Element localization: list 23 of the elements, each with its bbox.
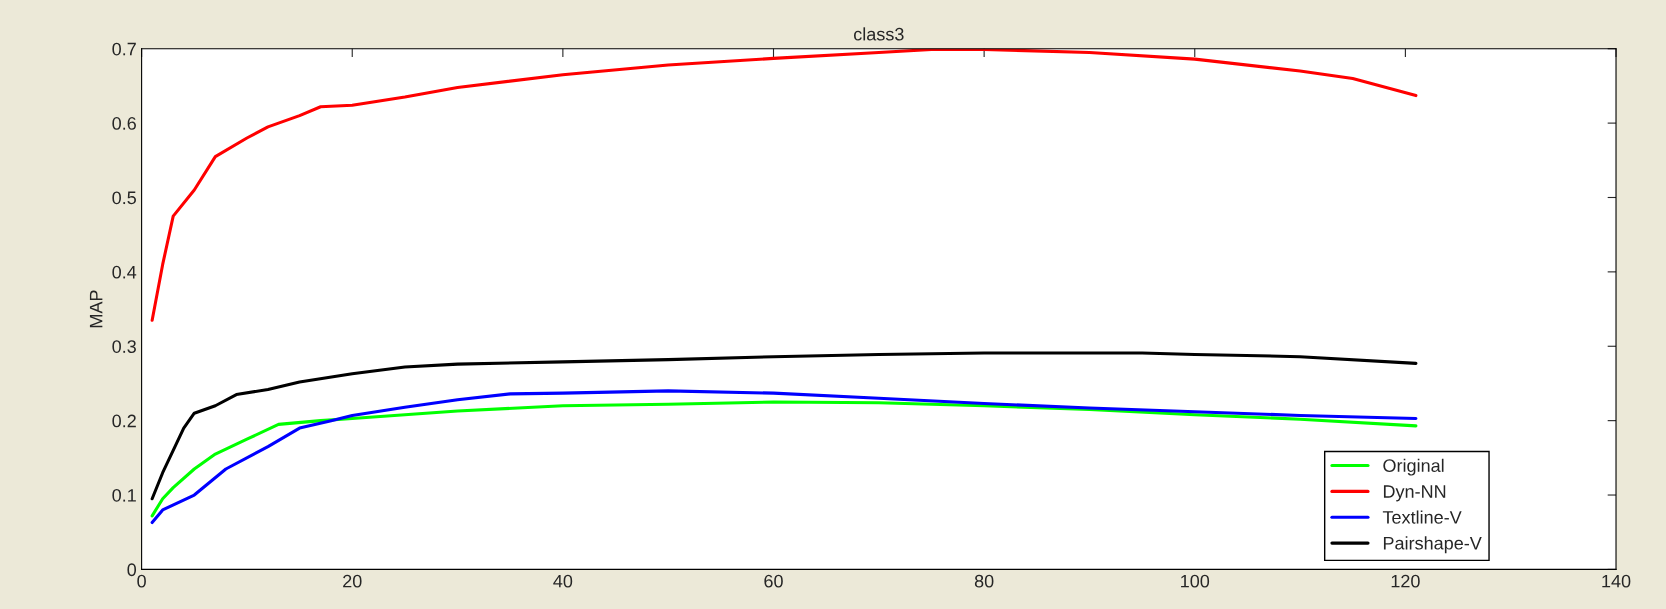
x-tick-label: 140 (1602, 574, 1631, 588)
x-tick-label: 60 (764, 574, 783, 588)
legend-label: Pairshape-V (1383, 536, 1482, 554)
y-axis-title: MAP (89, 290, 103, 328)
legend-label: Original (1383, 458, 1444, 476)
legend-label: Textline-V (1382, 510, 1462, 524)
y-tick-label: 0.2 (112, 414, 136, 428)
x-tick-label: 0 (137, 574, 146, 588)
y-tick-label: 0 (127, 563, 137, 577)
y-tick-label: 0.7 (112, 42, 136, 56)
line-series (150, 48, 1418, 322)
x-tick-label: 100 (1181, 574, 1210, 588)
x-tick-label: 40 (553, 574, 573, 588)
y-tick-label: 0.4 (112, 265, 137, 279)
y-tick-label: 0.1 (112, 488, 136, 502)
x-tick-label: 120 (1391, 574, 1420, 588)
chart-title: class3 (853, 27, 904, 41)
legend-label: Dyn-NN (1383, 485, 1446, 502)
x-tick-label: 80 (974, 574, 994, 588)
y-tick-label: 0.6 (112, 117, 136, 130)
x-tick-label: 20 (343, 574, 362, 588)
y-tick-label: 0.5 (112, 191, 136, 205)
y-tick-label: 0.3 (112, 340, 136, 353)
